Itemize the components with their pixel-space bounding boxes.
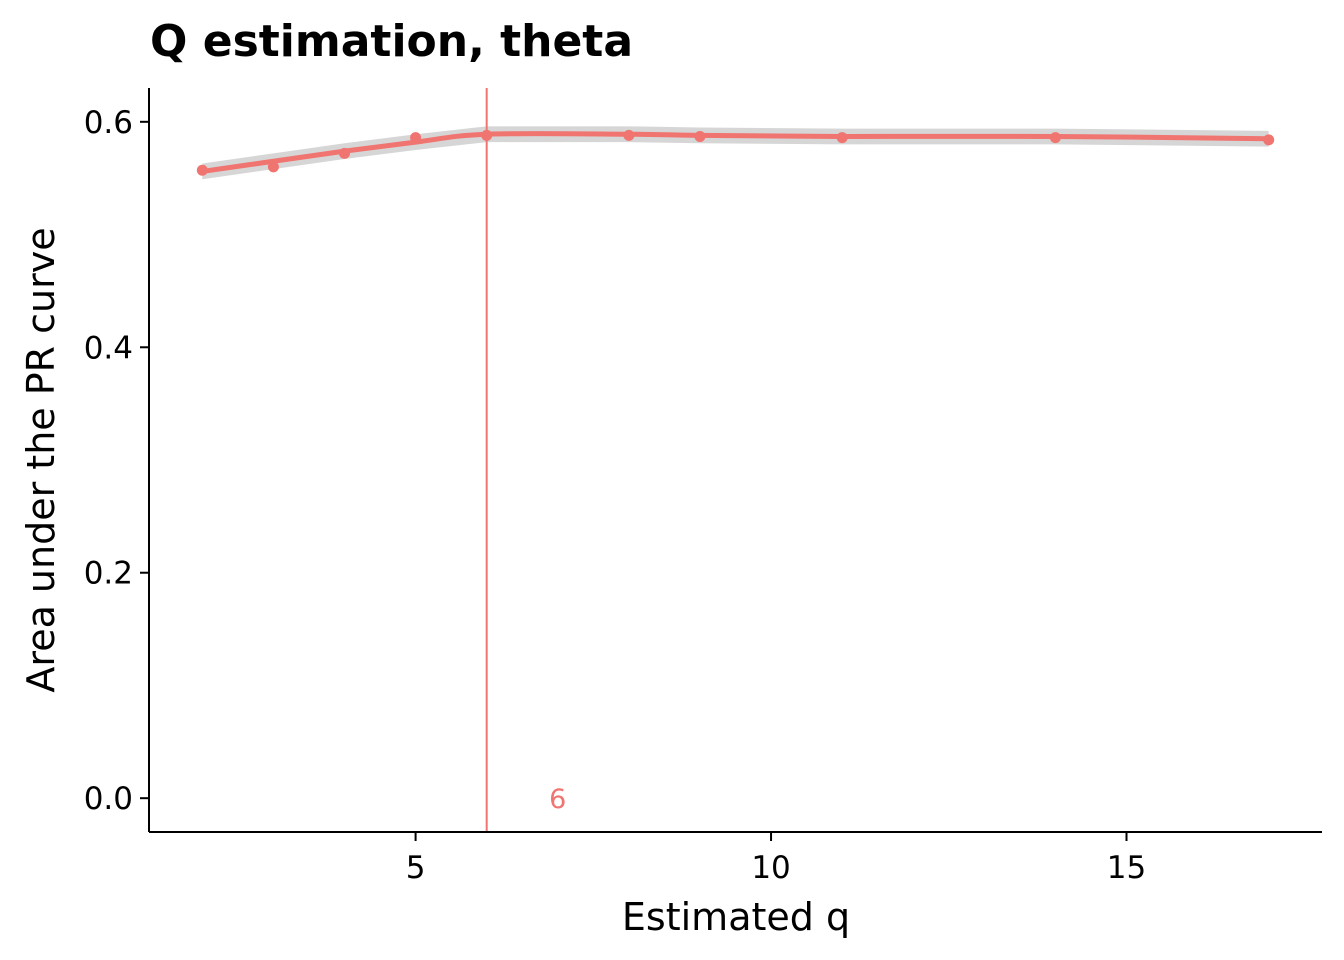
data-point [481, 129, 493, 141]
x-tick-label: 5 [406, 850, 426, 886]
y-tick-label: 0.6 [84, 105, 133, 141]
points-layer [196, 129, 1275, 176]
data-point [836, 132, 848, 144]
vline-label: 6 [549, 784, 566, 815]
x-tick-label: 15 [1107, 850, 1146, 886]
x-axis-label: Estimated q [622, 895, 850, 939]
data-point [196, 164, 208, 176]
data-point [410, 132, 422, 144]
y-tick-label: 0.0 [84, 781, 133, 817]
data-point [1049, 132, 1061, 144]
confidence-ribbon-layer [202, 126, 1269, 180]
chart-title: Q estimation, theta [150, 16, 633, 67]
annotation-layer: 6 [549, 784, 566, 815]
confidence-band [202, 126, 1269, 180]
data-point [339, 147, 350, 159]
y-tick-label: 0.4 [84, 330, 133, 366]
data-point [1263, 134, 1275, 146]
data-point [267, 161, 279, 173]
y-axis-label: Area under the PR curve [19, 227, 63, 692]
x-tick-label: 10 [751, 850, 790, 886]
data-point [694, 130, 706, 142]
y-ticks: 0.0 0.2 0.4 0.6 [84, 105, 149, 817]
x-ticks: 5 10 15 [406, 832, 1146, 886]
data-point [623, 129, 635, 141]
y-tick-label: 0.2 [84, 556, 133, 592]
